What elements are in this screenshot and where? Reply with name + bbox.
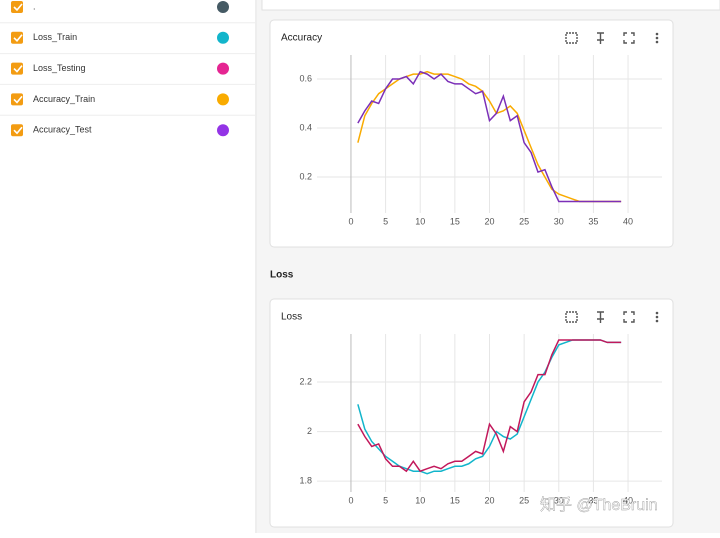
- y-tick-label: 0.2: [299, 171, 312, 181]
- run-color[interactable]: [217, 31, 229, 44]
- menu-dot[interactable]: [655, 311, 659, 315]
- chart-card: [269, 19, 674, 248]
- chart-title: Accuracy: [281, 33, 322, 44]
- check: [13, 95, 23, 104]
- sidebar: [0, 0, 256, 533]
- check: [13, 65, 23, 73]
- checkbox[interactable]: [11, 1, 23, 13]
- menu-dot[interactable]: [655, 32, 659, 36]
- check: [13, 126, 23, 135]
- x-tick-label: 20: [484, 495, 494, 505]
- x-tick-label: 5: [383, 216, 388, 226]
- run-color[interactable]: [217, 62, 229, 75]
- run-label: Loss_Testing: [33, 63, 86, 73]
- fullscreen-button[interactable]: [623, 32, 635, 44]
- y-tick-label: 1.8: [299, 475, 312, 485]
- checkbox[interactable]: [11, 31, 23, 44]
- series-line: [357, 70, 622, 203]
- x-tick-label: 30: [554, 495, 564, 505]
- x-tick-label: 30: [554, 216, 564, 226]
- menu-dot[interactable]: [655, 319, 659, 323]
- chart-title: Loss: [281, 312, 302, 323]
- y-tick-label: 2: [307, 426, 312, 436]
- y-tick-label: 0.6: [299, 73, 312, 83]
- x-tick-label: 10: [415, 216, 425, 226]
- x-tick-label: 20: [484, 216, 494, 226]
- fit-button[interactable]: [565, 311, 578, 323]
- card-top: [261, 0, 720, 11]
- run-color[interactable]: [217, 1, 229, 13]
- x-tick-label: 25: [519, 495, 529, 505]
- pin-button[interactable]: [597, 311, 604, 323]
- checkbox[interactable]: [11, 124, 23, 137]
- run-color[interactable]: [217, 124, 229, 137]
- checkbox[interactable]: [11, 93, 23, 106]
- y-tick-label: 0.4: [299, 122, 312, 132]
- x-tick-label: 25: [519, 216, 529, 226]
- chart-card: [269, 298, 674, 528]
- fit-button[interactable]: [565, 32, 578, 44]
- run-label: Accuracy_Train: [33, 94, 95, 104]
- x-tick-label: 15: [450, 216, 460, 226]
- menu-dot[interactable]: [655, 36, 659, 40]
- x-tick-label: 0: [348, 495, 353, 505]
- watermark: 知乎 @TheBruin: [540, 496, 658, 514]
- run-label: .: [33, 1, 36, 11]
- x-tick-label: 15: [450, 495, 460, 505]
- pin-button[interactable]: [597, 32, 604, 44]
- x-tick-label: 35: [588, 495, 598, 505]
- menu-dot[interactable]: [655, 315, 659, 319]
- checkbox[interactable]: [11, 62, 23, 75]
- x-tick-label: 0: [348, 216, 353, 226]
- x-tick-label: 40: [623, 495, 633, 505]
- fullscreen-button[interactable]: [623, 311, 635, 323]
- menu-dot[interactable]: [655, 40, 659, 44]
- x-tick-label: 40: [623, 216, 633, 226]
- run-label: Accuracy_Test: [33, 125, 92, 135]
- check: [13, 34, 23, 42]
- y-tick-label: 2.2: [299, 376, 312, 386]
- series-line: [357, 339, 622, 473]
- check: [13, 3, 23, 12]
- x-tick-label: 35: [588, 216, 598, 226]
- x-tick-label: 5: [383, 495, 388, 505]
- run-label: Loss_Train: [33, 32, 77, 42]
- run-color[interactable]: [217, 93, 229, 106]
- section-title: Loss: [270, 270, 294, 281]
- x-tick-label: 10: [415, 495, 425, 505]
